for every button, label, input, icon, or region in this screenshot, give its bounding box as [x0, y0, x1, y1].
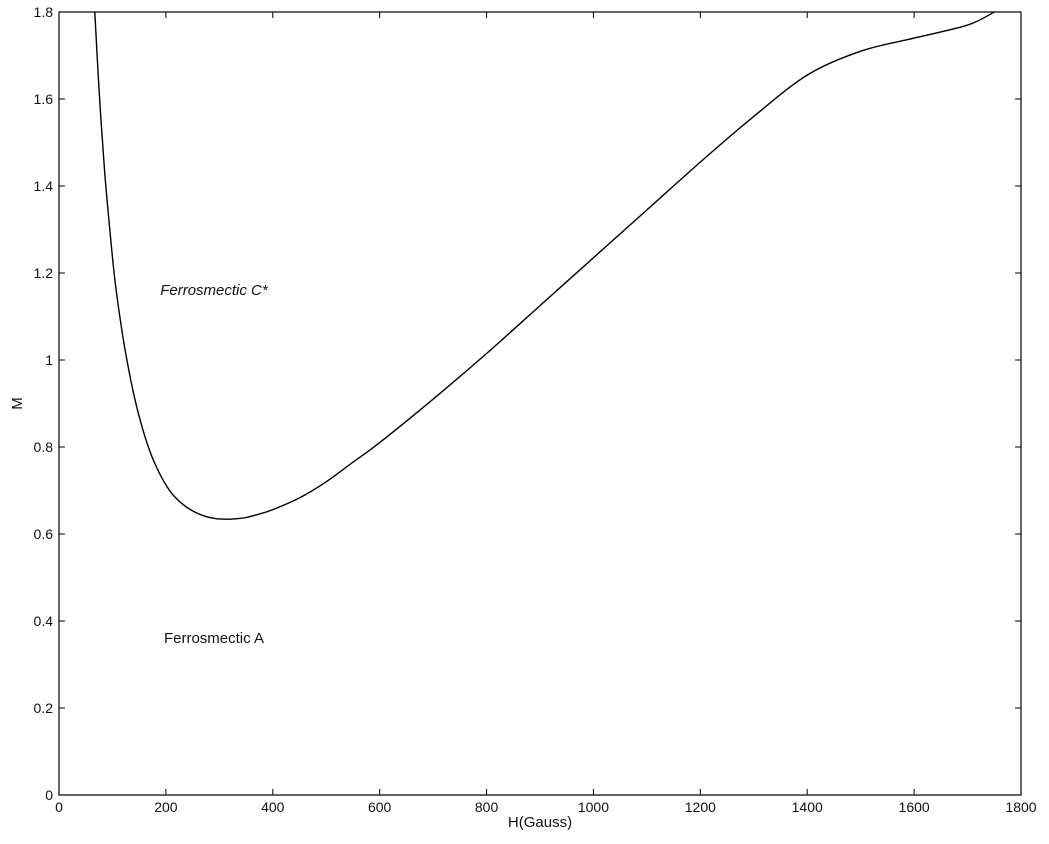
x-tick-label: 1000 — [578, 799, 609, 815]
x-tick-label: 0 — [55, 799, 63, 815]
x-tick-label: 1800 — [1005, 799, 1036, 815]
y-tick-label: 1 — [45, 352, 53, 368]
y-tick-label: 0.4 — [34, 613, 54, 629]
series-layer — [94, 11, 995, 520]
annotation-ferrosmectic-c: Ferrosmectic C* — [160, 282, 269, 299]
y-axis-label: M — [9, 397, 26, 410]
x-tick-label: 1600 — [899, 799, 930, 815]
y-tick-label: 1.6 — [34, 91, 54, 107]
x-tick-label: 600 — [368, 799, 392, 815]
x-tick-label: 200 — [154, 799, 178, 815]
y-tick-label: 0.6 — [34, 526, 54, 542]
x-tick-label: 400 — [261, 799, 285, 815]
plot-frame — [58, 11, 1022, 796]
phase-boundary-line — [94, 11, 995, 520]
y-tick-label: 0.8 — [34, 439, 54, 455]
x-tick-label: 1200 — [685, 799, 716, 815]
y-tick-label: 1.4 — [34, 178, 54, 194]
x-axis-label: H(Gauss) — [508, 814, 572, 831]
y-tick-label: 1.2 — [34, 265, 54, 281]
annotation-ferrosmectic-a: Ferrosmectic A — [164, 630, 264, 647]
y-tick-label: 0 — [45, 787, 53, 803]
annotation-layer: Ferrosmectic C* Ferrosmectic A — [160, 282, 269, 647]
x-tick-label: 800 — [475, 799, 499, 815]
y-tick-label: 0.2 — [34, 700, 54, 716]
x-tick-label: 1400 — [792, 799, 823, 815]
ticks-layer: 0 200 400 600 800 1000 1200 1400 1600 1800 0 0.2 0.4… — [34, 4, 1037, 815]
y-tick-label: 1.8 — [34, 4, 54, 20]
